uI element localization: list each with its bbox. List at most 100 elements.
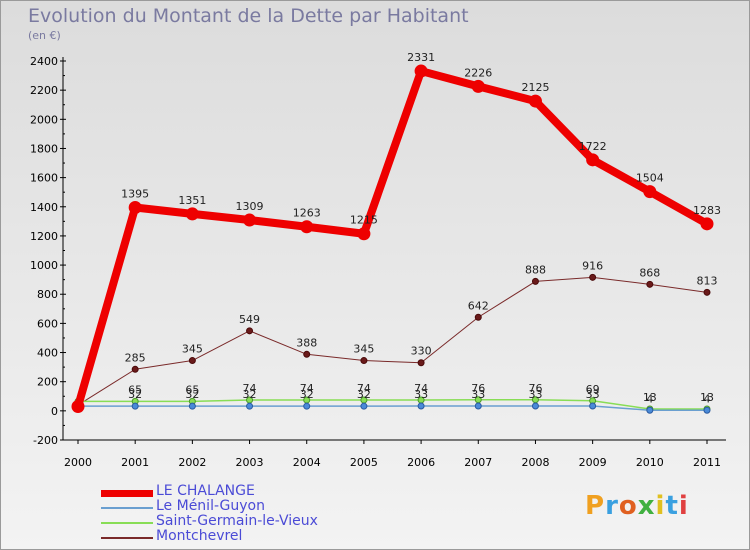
y-tick-label: 1000	[30, 259, 58, 272]
x-tick-label: 2005	[350, 456, 378, 469]
data-label: 76	[528, 382, 542, 395]
data-label: 33	[586, 388, 600, 401]
data-point	[414, 64, 428, 78]
data-label: 32	[357, 388, 371, 401]
data-label: 888	[525, 263, 546, 276]
data-label: 33	[414, 388, 428, 401]
data-label: 32	[243, 388, 257, 401]
x-tick-label: 2007	[464, 456, 492, 469]
axes	[62, 57, 726, 441]
y-axis-ticks: -200 0 200 400 600 800 1000 1200 1400 1600 1800 200…	[30, 55, 66, 447]
y-tick-label: -200	[33, 434, 58, 447]
data-label: 1283	[693, 204, 721, 217]
data-point	[703, 406, 711, 414]
legend-label: Montchevrel	[156, 528, 243, 544]
data-point	[531, 277, 539, 285]
x-tick-label: 2008	[521, 456, 549, 469]
series-line	[77, 405, 708, 412]
y-tick-label: 2200	[30, 84, 58, 97]
data-point	[243, 213, 257, 227]
y-tick-label: 400	[37, 347, 58, 360]
data-point	[188, 402, 196, 410]
data-point	[300, 220, 314, 234]
data-label: 1309	[236, 200, 264, 213]
data-point	[357, 227, 371, 241]
y-tick-label: 800	[37, 288, 58, 301]
data-label: 74	[357, 382, 371, 395]
y-tick-label: 1800	[30, 142, 58, 155]
series-Montchevrel	[74, 273, 711, 409]
series-Le Ménil-Guyon	[74, 402, 711, 414]
data-label: 330	[411, 345, 432, 358]
data-label: 76	[471, 382, 485, 395]
data-label: 2226	[464, 66, 492, 79]
data-label: 4	[646, 392, 653, 405]
logo-letter: x	[637, 491, 656, 521]
series-line	[77, 276, 708, 406]
legend-swatch	[101, 489, 153, 497]
data-label: 916	[582, 259, 603, 272]
series-Saint-Germain-le-Vieux	[74, 396, 711, 413]
chart-title: Evolution du Montant de la Dette par Hab…	[28, 5, 469, 27]
data-point	[131, 365, 139, 373]
data-label: 2125	[521, 81, 549, 94]
data-label: 345	[182, 343, 203, 356]
data-point	[646, 280, 654, 288]
y-tick-label: 1400	[30, 201, 58, 214]
data-label: 1215	[350, 214, 378, 227]
data-point	[589, 402, 597, 410]
logo-letter: i	[655, 491, 666, 521]
data-label: 345	[353, 343, 374, 356]
y-tick-label: 2000	[30, 113, 58, 126]
data-point	[471, 79, 485, 93]
data-label: 388	[296, 336, 317, 349]
data-point	[128, 200, 142, 214]
data-point	[700, 217, 714, 231]
data-point	[360, 357, 368, 365]
data-point	[643, 185, 657, 199]
legend-swatch	[101, 507, 153, 509]
x-tick-label: 2006	[407, 456, 435, 469]
y-tick-label: 1200	[30, 230, 58, 243]
proxiti-logo: Proxiti	[585, 491, 689, 521]
y-tick-label: 2400	[30, 55, 58, 68]
y-tick-label: 600	[37, 317, 58, 330]
data-point	[531, 402, 539, 410]
data-label: 2331	[407, 51, 435, 64]
legend-swatch	[101, 522, 153, 524]
data-label: 1504	[636, 172, 664, 185]
data-point	[646, 406, 654, 414]
data-label: 74	[243, 382, 257, 395]
series-line	[74, 67, 711, 411]
data-label: 13	[700, 391, 714, 404]
data-label: 4	[704, 392, 711, 405]
data-label: 69	[586, 383, 600, 396]
data-label: 65	[185, 383, 199, 396]
data-point	[586, 153, 600, 167]
data-label: 32	[300, 388, 314, 401]
logo-letter: t	[665, 491, 679, 521]
legend-label: Le Ménil-Guyon	[156, 498, 265, 514]
data-point	[303, 350, 311, 358]
x-tick-label: 2010	[636, 456, 664, 469]
data-labels-layer: 1395 1351 1309 1263 1215 2331 2226 2125 1722 1504…	[121, 51, 721, 405]
data-point	[474, 402, 482, 410]
legend-label: LE CHALANGE	[156, 483, 255, 499]
data-point	[360, 402, 368, 410]
data-point	[589, 273, 597, 281]
data-label: 33	[471, 388, 485, 401]
x-tick-label: 2002	[178, 456, 206, 469]
data-label: 1395	[121, 187, 149, 200]
data-point	[185, 207, 199, 221]
data-point	[528, 94, 542, 108]
data-point	[417, 359, 425, 367]
series-layer	[71, 64, 714, 414]
x-tick-label: 2000	[64, 456, 92, 469]
data-label: 868	[639, 266, 660, 279]
legend-label: Saint-Germain-le-Vieux	[156, 513, 318, 529]
logo-letter: P	[585, 491, 606, 521]
data-label: 32	[185, 388, 199, 401]
series-LE CHALANGE	[71, 64, 714, 413]
